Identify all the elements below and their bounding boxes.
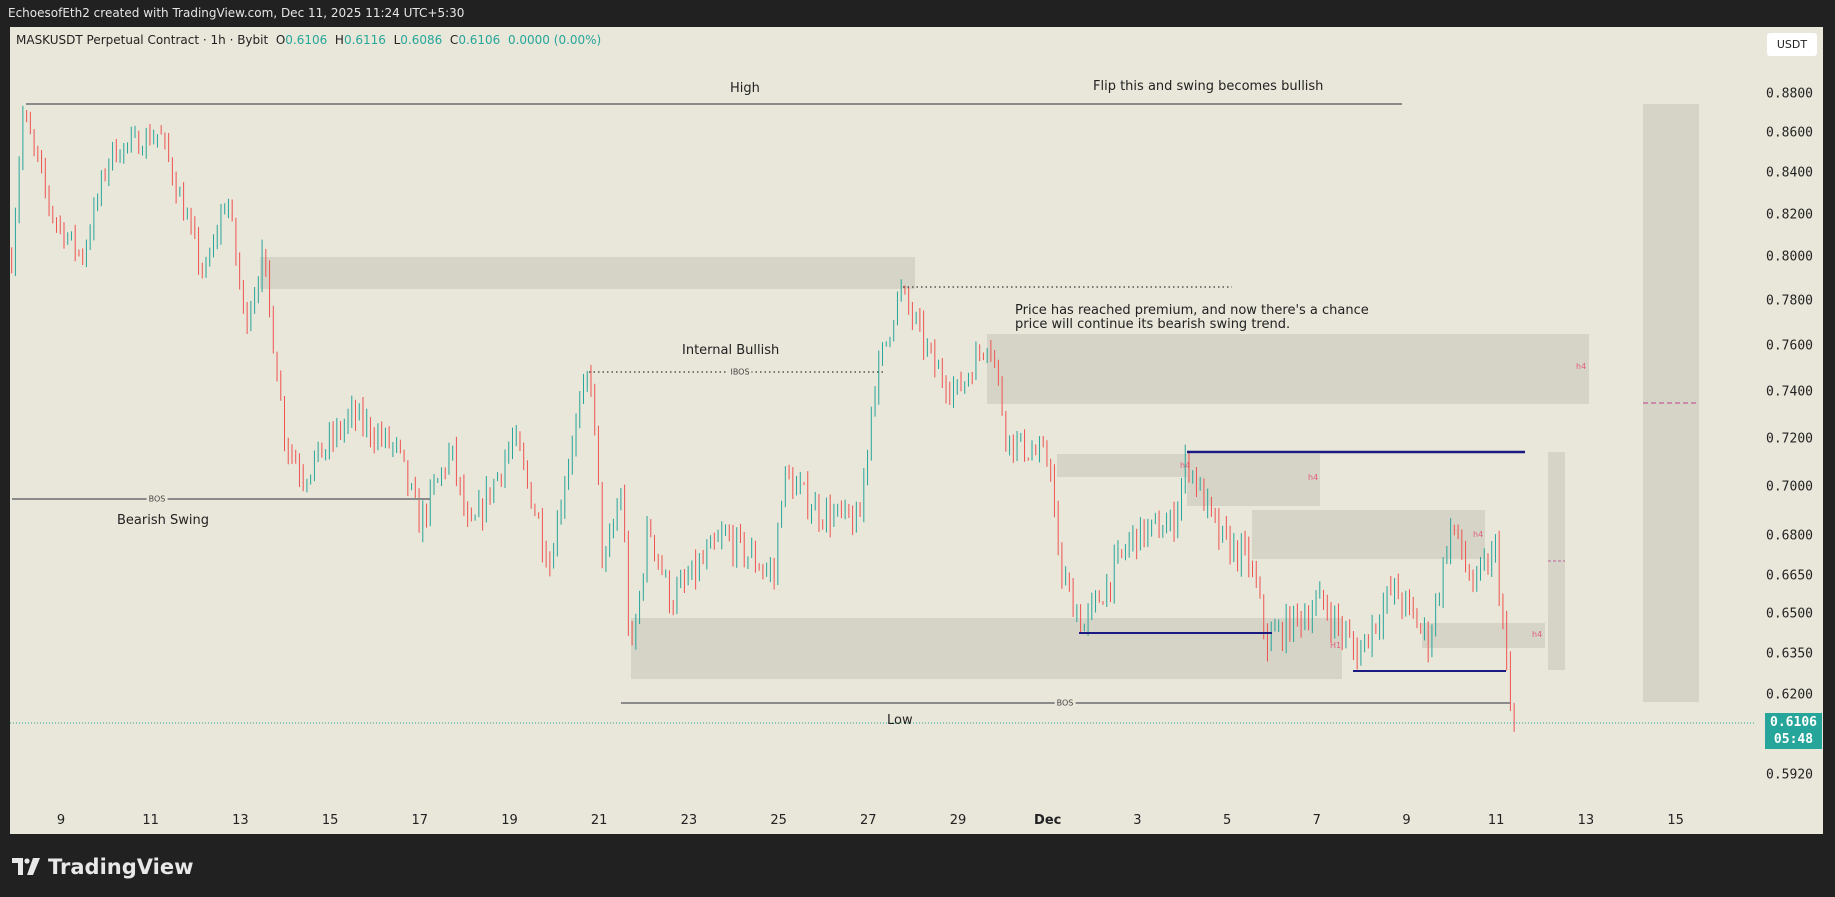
price-tick: 0.8600: [1766, 125, 1813, 141]
time-tick: 29: [949, 813, 967, 828]
time-tick: 21: [590, 813, 608, 828]
internal-bullish-label: Internal Bullish: [682, 343, 780, 358]
time-tick: 9: [1402, 813, 1411, 828]
price-tick: 0.6650: [1766, 568, 1813, 584]
premium-note-line2: price will continue its bearish swing tr…: [1015, 317, 1291, 332]
price-tick: 0.7600: [1766, 338, 1813, 354]
brand-name: TradingView: [48, 855, 194, 879]
price-tick: 0.8200: [1766, 207, 1813, 223]
price-tick: 0.8400: [1766, 165, 1813, 181]
candles: [11, 105, 1515, 732]
time-tick: 17: [411, 813, 429, 828]
low-label: Low: [887, 713, 913, 728]
low-value: 0.6086: [400, 33, 443, 47]
time-tick: 15: [1667, 813, 1684, 828]
candles-plot: [10, 103, 1755, 732]
premium-zone: [987, 334, 1589, 404]
time-tick: 7: [1312, 813, 1321, 828]
symbol-legend[interactable]: MASKUSDT Perpetual Contract · 1h · Bybit…: [16, 33, 601, 47]
time-tick: 13: [1577, 813, 1595, 828]
zone-label-h1: H1: [1330, 641, 1342, 650]
bar-countdown: 05:48: [1773, 732, 1814, 747]
low-label: L: [393, 33, 401, 47]
h4-zone-4: [1422, 623, 1545, 648]
time-tick: 5: [1222, 813, 1232, 828]
close-value: 0.6106: [458, 33, 501, 47]
tradingview-logo[interactable]: TradingView: [12, 855, 193, 879]
h4-zone-1: [1057, 454, 1187, 477]
h1-demand-zone: [631, 618, 1342, 679]
high-label: High: [730, 81, 760, 96]
close-label: C: [449, 33, 459, 47]
zone-label-h4: h4: [1308, 473, 1319, 482]
price-tick: 0.6350: [1766, 646, 1813, 662]
bos-left-label: BOS: [146, 494, 168, 504]
price-tick: 0.6500: [1766, 606, 1813, 622]
open-value: 0.6106: [285, 33, 328, 47]
price-tick: 0.7800: [1766, 293, 1813, 309]
flip-note: Flip this and swing becomes bullish: [1093, 79, 1324, 94]
open-label: O: [275, 33, 286, 47]
currency-button[interactable]: USDT: [1767, 33, 1817, 56]
time-tick: 9: [56, 813, 66, 828]
price-tick: 0.7400: [1766, 384, 1813, 400]
ibos-label: IBOS: [728, 367, 752, 377]
zone-label-h4: h4: [1532, 630, 1543, 639]
time-tick: Dec: [1034, 813, 1062, 828]
bearish-swing-label: Bearish Swing: [117, 513, 209, 528]
range-box-small: [1548, 452, 1565, 670]
price-tick: 0.6800: [1766, 528, 1813, 544]
time-tick: 23: [680, 813, 698, 828]
price-tick: 0.7200: [1766, 431, 1813, 447]
tradingview-logo-icon: [12, 858, 40, 875]
premium-note-line1: Price has reached premium, and now there…: [1015, 303, 1369, 318]
time-tick: 27: [860, 813, 877, 828]
time-tick: 3: [1133, 813, 1142, 828]
symbol-name: MASKUSDT Perpetual Contract · 1h · Bybit: [16, 33, 269, 47]
last-price-label: 0.6106 05:48: [1765, 713, 1822, 749]
price-tick: 0.8800: [1766, 86, 1813, 102]
chart-panel[interactable]: h4 h4 h4 h4 H1 h4 High Flip this and swi…: [10, 27, 1823, 834]
time-tick: 13: [232, 813, 249, 828]
bos-bottom-label: BOS: [1054, 698, 1076, 708]
time-tick: 25: [770, 813, 787, 828]
time-tick: 11: [142, 813, 159, 828]
zone-label-h4: h4: [1576, 362, 1587, 371]
price-tick: 0.7000: [1766, 479, 1813, 495]
chart-caption: EchoesofEth2 created with TradingView.co…: [8, 6, 465, 20]
time-tick: 15: [321, 813, 339, 828]
time-tick: 19: [501, 813, 518, 828]
high-label: H: [334, 33, 344, 47]
supply-zone-top: [260, 257, 915, 289]
price-tick: 0.6200: [1766, 687, 1813, 703]
h4-zone-2: [1187, 454, 1320, 506]
price-tick: 0.5920: [1766, 767, 1813, 783]
high-value: 0.6116: [343, 33, 386, 47]
h4-zone-3: [1252, 510, 1485, 559]
zone-label-h4: h4: [1473, 530, 1484, 539]
price-tick: 0.8000: [1766, 249, 1813, 265]
change-value: 0.0000 (0.00%): [507, 33, 602, 47]
last-price-value: 0.6106: [1770, 715, 1817, 730]
time-tick: 11: [1487, 813, 1505, 828]
